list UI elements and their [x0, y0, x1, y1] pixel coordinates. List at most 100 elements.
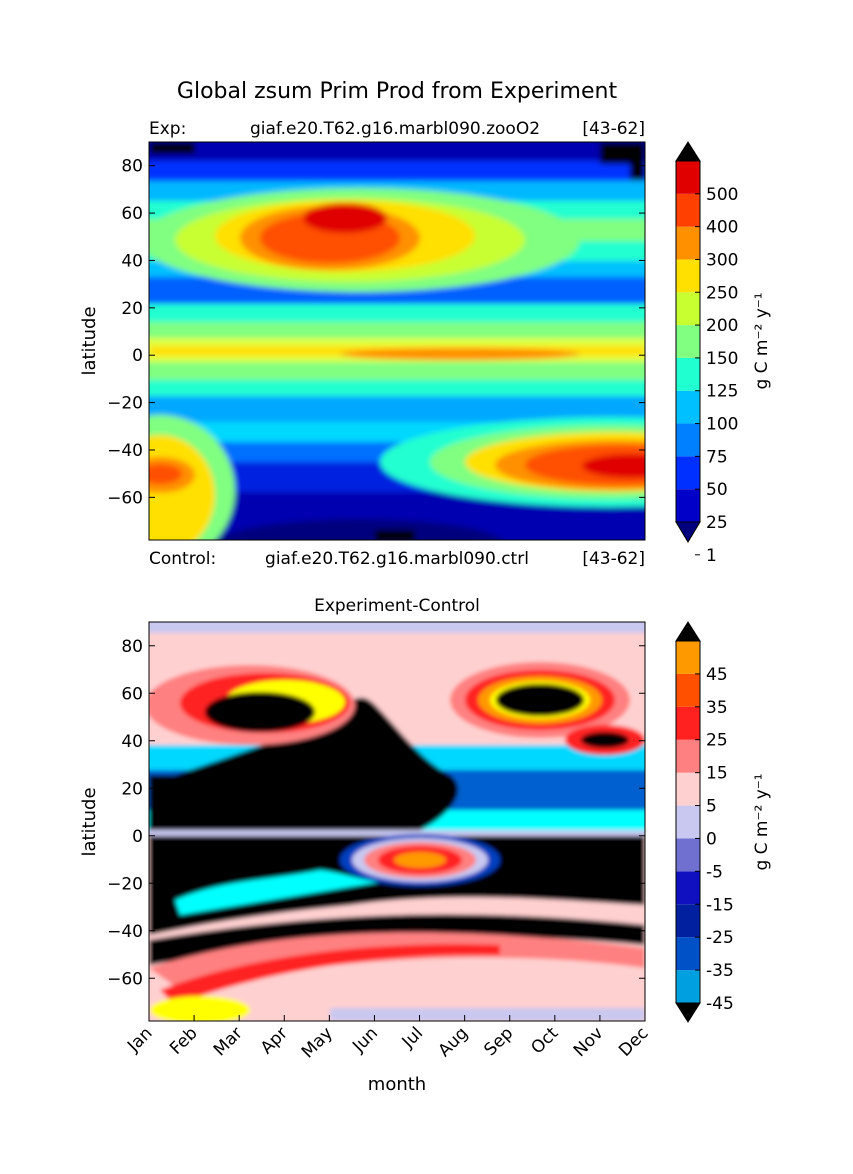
- colorbar-tick-label: -15: [706, 895, 734, 915]
- x-tick-label: Jul: [398, 1023, 427, 1052]
- bottom-x-axis-label: month: [368, 1074, 426, 1095]
- colorbar-frame: [675, 160, 701, 523]
- y-tick-label: −40: [107, 441, 143, 461]
- colorbar-tick-label: 50: [706, 480, 728, 500]
- colorbar-tick-label: 45: [706, 665, 728, 685]
- x-tick-label: Jun: [348, 1023, 382, 1057]
- top-y-axis-label: latitude: [79, 306, 100, 375]
- colorbar-swatch: [676, 838, 700, 872]
- bottom-y-axis: 80 60 40 20 0 −20 −40 −60: [107, 637, 645, 989]
- y-tick-label: 80: [121, 637, 143, 657]
- y-tick-label: 60: [121, 684, 143, 704]
- colorbar-tick-label: -45: [706, 994, 734, 1014]
- y-tick-label: 20: [121, 299, 143, 319]
- colorbar-tick-label: 250: [706, 283, 738, 303]
- x-tick-label: Feb: [166, 1023, 201, 1058]
- x-tick-label: Sep: [480, 1023, 517, 1060]
- colorbar-tick-label: 0: [706, 829, 717, 849]
- bottom-y-axis-label: latitude: [79, 787, 100, 856]
- x-tick-label: Mar: [210, 1023, 247, 1060]
- colorbar-tick-label: 100: [706, 415, 738, 435]
- y-tick-label: 40: [121, 251, 143, 271]
- y-tick-label: 60: [121, 204, 143, 224]
- colorbar-tick-label: -35: [706, 961, 734, 981]
- colorbar-tick-label: 500: [706, 185, 738, 205]
- y-tick-label: 20: [121, 779, 143, 799]
- x-tick-label: Oct: [527, 1023, 562, 1058]
- colorbar-swatch: [676, 706, 700, 740]
- top-y-axis: 80 60 40 20 0 −20 −40 −60: [107, 157, 645, 508]
- colorbar-lower-extend: [675, 1002, 701, 1023]
- colorbar-tick-label: 35: [706, 698, 728, 718]
- colorbar-tick-label: 5: [706, 797, 717, 817]
- colorbar-lower-extend: [675, 521, 701, 543]
- y-tick-label: 80: [121, 157, 143, 177]
- bottom-colorbar: -45 -35 -25 -15 -5 0 5 15 25 35 45: [675, 621, 734, 1023]
- colorbar-swatch: [676, 292, 700, 326]
- colorbar-swatch: [676, 456, 700, 490]
- colorbar-swatch: [676, 357, 700, 391]
- y-tick-label: −40: [107, 922, 143, 942]
- top-colorbar-label: g C m⁻² y⁻¹: [752, 292, 772, 389]
- colorbar-swatch: [676, 970, 700, 1003]
- colorbar-tick-label: 300: [706, 250, 738, 270]
- ctrl-years: [43-62]: [582, 549, 645, 569]
- colorbar-swatch: [676, 259, 700, 293]
- colorbar-swatch: [676, 772, 700, 806]
- exp-label: Exp:: [149, 119, 186, 139]
- y-tick-label: −20: [107, 394, 143, 414]
- colorbar-swatch: [676, 390, 700, 424]
- colorbar-tick-label: -25: [706, 928, 734, 948]
- exp-years: [43-62]: [582, 119, 645, 139]
- colorbar-tick-label: 25: [706, 513, 728, 533]
- colorbar-swatch: [676, 871, 700, 905]
- x-tick-label: Jan: [123, 1023, 156, 1056]
- colorbar-tick-label: 400: [706, 218, 738, 238]
- colorbar-tick-label: 150: [706, 349, 738, 369]
- diff-title: Experiment-Control: [314, 596, 480, 616]
- x-tick-label: May: [298, 1023, 337, 1062]
- colorbar-swatch: [676, 489, 700, 522]
- y-tick-label: 0: [132, 827, 143, 847]
- top-plot-area: [149, 142, 645, 540]
- colorbar-upper-extend: [675, 621, 701, 642]
- y-tick-label: 40: [121, 732, 143, 752]
- colorbar-swatch: [676, 325, 700, 358]
- colorbar-swatch: [676, 673, 700, 707]
- colorbar-tick-label: -5: [706, 862, 723, 882]
- ctrl-name: giaf.e20.T62.g16.marbl090.ctrl: [265, 549, 529, 569]
- colorbar-tick-label: 75: [706, 447, 728, 467]
- bottom-plot-area: [149, 622, 645, 1021]
- colorbar-tick-label: 25: [706, 731, 728, 751]
- y-tick-label: −60: [107, 969, 143, 989]
- colorbar-swatch: [676, 937, 700, 971]
- bottom-colorbar-label: g C m⁻² y⁻¹: [752, 773, 772, 870]
- colorbar-swatch: [676, 739, 700, 773]
- colorbar-frame: [675, 640, 701, 1004]
- colorbar-swatch: [676, 161, 700, 194]
- bottom-axes-frame: [148, 621, 646, 1022]
- colorbar-swatch: [676, 641, 700, 674]
- x-tick-label: Aug: [435, 1023, 473, 1061]
- y-tick-label: −60: [107, 488, 143, 508]
- bottom-x-axis: Jan Feb Mar Apr May Jun Jul Aug Sep Oct Nov Dec: [123, 1015, 653, 1062]
- colorbar-tick-label: 125: [706, 382, 738, 402]
- x-tick-label: Dec: [615, 1023, 652, 1060]
- colorbar-swatch: [676, 226, 700, 260]
- figure-title: Global zsum Prim Prod from Experiment: [177, 79, 618, 104]
- y-tick-label: −20: [107, 874, 143, 894]
- colorbar-tick-label: 15: [706, 764, 728, 784]
- x-tick-label: Nov: [570, 1023, 608, 1061]
- top-axes-frame: [148, 141, 646, 541]
- colorbar-tick-label: 1: [706, 546, 717, 566]
- colorbar-swatch: [676, 904, 700, 938]
- colorbar-swatch: [676, 805, 700, 839]
- colorbar-tick-label: 200: [706, 316, 738, 336]
- colorbar-upper-extend: [675, 141, 701, 162]
- x-tick-label: Apr: [257, 1023, 292, 1058]
- y-tick-label: 0: [132, 346, 143, 366]
- exp-name: giaf.e20.T62.g16.marbl090.zooO2: [250, 119, 540, 139]
- colorbar-swatch: [676, 423, 700, 457]
